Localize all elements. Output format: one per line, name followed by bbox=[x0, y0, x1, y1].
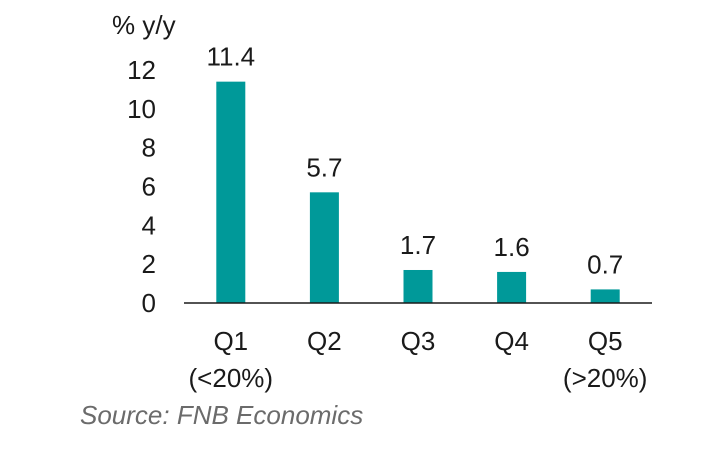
y-tick-label: 8 bbox=[142, 133, 156, 163]
y-tick-label: 0 bbox=[142, 288, 156, 318]
data-label: 5.7 bbox=[306, 152, 342, 182]
x-category-label: Q3 bbox=[401, 326, 436, 356]
x-category-label: Q4 bbox=[494, 326, 529, 356]
chart: % y/y 0 2 4 6 8 10 12 11.4 5.7 1.7 1.6 0.7 Q1 (<20%… bbox=[112, 10, 652, 393]
y-tick-label: 6 bbox=[142, 172, 156, 202]
bar-chart-svg: % y/y 0 2 4 6 8 10 12 11.4 5.7 1.7 1.6 0.7 Q1 (<20%… bbox=[112, 10, 652, 393]
x-axis-categories: Q1 (<20%) Q2 Q3 Q4 Q5 (>20%) bbox=[189, 326, 648, 393]
x-category-sublabel: (<20%) bbox=[189, 363, 274, 393]
y-tick-label: 12 bbox=[127, 55, 156, 85]
y-axis-ticks: 0 2 4 6 8 10 12 bbox=[127, 55, 156, 318]
y-tick-label: 10 bbox=[127, 94, 156, 124]
bar-q3 bbox=[403, 269, 433, 303]
y-axis-unit-label: % y/y bbox=[112, 10, 176, 40]
data-label: 0.7 bbox=[587, 249, 623, 279]
bar-q4 bbox=[497, 271, 527, 303]
x-category-label: Q2 bbox=[307, 326, 342, 356]
source-note: Source: FNB Economics bbox=[80, 400, 364, 430]
bars bbox=[216, 81, 620, 304]
x-category-sublabel: (>20%) bbox=[563, 363, 648, 393]
data-label: 1.7 bbox=[400, 230, 436, 260]
y-tick-label: 2 bbox=[142, 249, 156, 279]
bar-q2 bbox=[309, 192, 339, 303]
data-label: 1.6 bbox=[494, 232, 530, 262]
data-labels: 11.4 5.7 1.7 1.6 0.7 bbox=[206, 42, 623, 280]
x-category-label: Q5 bbox=[588, 326, 623, 356]
bar-q1 bbox=[216, 81, 246, 304]
data-label: 11.4 bbox=[206, 42, 255, 72]
x-category-label: Q1 bbox=[213, 326, 248, 356]
y-tick-label: 4 bbox=[142, 210, 156, 240]
bar-q5 bbox=[590, 289, 620, 303]
